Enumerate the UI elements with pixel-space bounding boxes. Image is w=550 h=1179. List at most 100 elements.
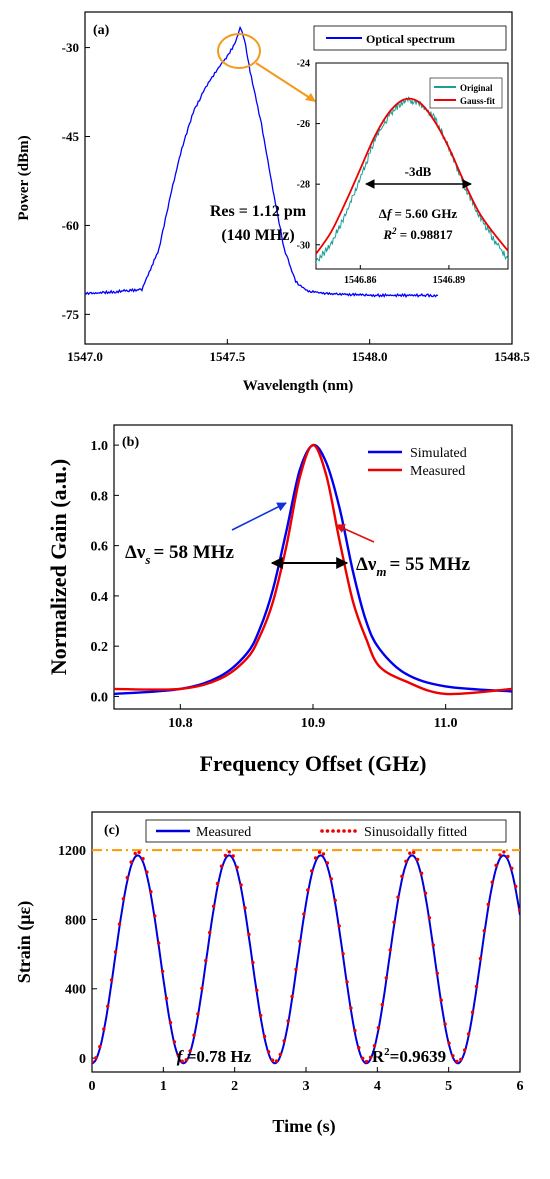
fitted-point xyxy=(270,1058,275,1062)
resolution-annotation: Res = 1.12 pm xyxy=(210,203,307,220)
inset-series xyxy=(316,96,508,264)
r-squared-annotation: R2=0.9639 xyxy=(372,1046,446,1066)
panel-a-series xyxy=(85,25,439,298)
fitted-point xyxy=(106,1004,110,1008)
fitted-point xyxy=(357,1046,361,1050)
fitted-point xyxy=(502,850,506,854)
panel-b-x-tick-label: 11.0 xyxy=(434,716,458,731)
legend-dot xyxy=(320,829,324,833)
panel-b-label: (b) xyxy=(122,435,139,450)
fitted-point xyxy=(184,1058,188,1062)
panel-a-x-tick-label: 1548.5 xyxy=(494,349,530,364)
fitted-point xyxy=(490,880,494,884)
legend-dot xyxy=(325,829,330,833)
panel-c-x-tick-label: 3 xyxy=(303,1079,310,1094)
panel-b-x-tick-label: 10.8 xyxy=(168,716,193,731)
fitted-point xyxy=(459,1057,463,1062)
fitted-point xyxy=(353,1028,357,1033)
panel-a-x-tick-label: 1547.0 xyxy=(67,349,103,364)
panel-a-y-tick-label: -60 xyxy=(62,218,79,233)
panel-b-y-tick-label: 0.6 xyxy=(91,540,109,555)
panel-a-y-tick-label: -30 xyxy=(62,40,79,55)
inset-legend-label-original: Original xyxy=(460,83,493,93)
fitted-point xyxy=(349,1006,353,1010)
fitted-point xyxy=(361,1056,365,1061)
series-gauss-fit xyxy=(316,97,508,255)
fitted-point xyxy=(251,960,255,965)
legend-dot xyxy=(353,829,357,833)
fitted-point xyxy=(463,1048,467,1052)
panel-b-legend: Simulated Measured xyxy=(368,446,467,479)
inset-y-tick-label: -26 xyxy=(297,119,310,130)
fitted-point xyxy=(94,1056,98,1060)
inset-legend-label-gauss-fit: Gauss-fit xyxy=(460,96,495,106)
fitted-point xyxy=(125,875,129,880)
legend-label-measured: Measured xyxy=(410,464,465,479)
fitted-point xyxy=(439,998,443,1002)
fitted-point xyxy=(368,1055,373,1060)
panel-c-y-tick-label: 400 xyxy=(65,983,86,998)
fitted-point xyxy=(455,1059,459,1064)
fitted-point xyxy=(266,1050,271,1054)
panel-a-y-tick-label: -45 xyxy=(62,129,80,144)
fitted-point xyxy=(443,1022,447,1026)
fitted-point xyxy=(176,1053,180,1057)
fitted-point xyxy=(160,969,165,973)
panel-c-y-tick-label: 1200 xyxy=(58,844,86,859)
fitted-point xyxy=(192,1033,196,1037)
fitted-point xyxy=(380,1002,384,1007)
fitted-point xyxy=(396,895,400,899)
panel-c: 0 1 2 3 4 5 6 0 400 800 1200 (c) Measured Sinusoid… xyxy=(14,811,524,1137)
fitted-point xyxy=(384,976,388,980)
inset-r-squared-annotation: R2 = 0.98817 xyxy=(382,226,453,242)
panel-a-x-tick-label: 1547.5 xyxy=(209,349,245,364)
fitted-point xyxy=(164,996,169,1001)
series-measured xyxy=(92,854,520,1065)
fitted-point xyxy=(200,986,204,991)
fitted-point xyxy=(302,912,306,916)
fitted-point xyxy=(196,1012,200,1016)
resolution-mhz-annotation: (140 MHz) xyxy=(221,227,294,244)
panel-b-y-tick-label: 0.2 xyxy=(91,640,109,655)
inset-y-tick-label: -24 xyxy=(297,59,310,70)
fitted-point xyxy=(470,1010,475,1014)
fitted-point xyxy=(145,870,149,874)
fitted-point xyxy=(188,1049,192,1053)
fitted-point xyxy=(235,865,239,869)
fitted-point xyxy=(517,908,520,912)
fitted-point xyxy=(278,1052,282,1057)
fitted-point xyxy=(364,1059,369,1064)
measured-width-pointer xyxy=(335,524,375,543)
fitted-point xyxy=(325,861,330,865)
panel-b-series xyxy=(114,443,512,696)
fitted-point xyxy=(204,958,208,963)
panel-b-y-tick-label: 0.4 xyxy=(91,590,109,605)
legend-label-simulated: Simulated xyxy=(410,446,467,461)
fitted-point xyxy=(117,922,122,926)
delta-f-annotation: Δf = 5.60 GHz xyxy=(379,206,458,221)
peak-highlight-ellipse xyxy=(217,33,261,69)
panel-c-x-tick-label: 5 xyxy=(445,1079,452,1094)
fitted-point xyxy=(514,884,518,889)
legend-label-sinusoidally-fitted: Sinusoidally fitted xyxy=(364,825,467,840)
fitted-point xyxy=(282,1039,286,1043)
fitted-point xyxy=(306,888,310,892)
panel-a-label: (a) xyxy=(93,23,110,38)
panel-c-legend: Measured Sinusoidally fitted xyxy=(145,819,507,843)
fitted-point xyxy=(506,854,510,859)
panel-c-x-tick-label: 1 xyxy=(160,1079,167,1094)
inset-legend-box xyxy=(429,77,503,109)
legend-label-optical-spectrum: Optical spectrum xyxy=(366,32,455,46)
fitted-point xyxy=(415,857,420,862)
panel-c-y-tick-label: 800 xyxy=(65,913,86,928)
fitted-point xyxy=(141,857,145,861)
fitted-point xyxy=(478,956,483,961)
fitted-point xyxy=(102,1027,106,1031)
fitted-point xyxy=(337,924,341,928)
panel-c-x-tick-label: 0 xyxy=(89,1079,96,1094)
fitted-point xyxy=(239,883,243,887)
panel-b-y-tick-label: 0.8 xyxy=(91,489,109,504)
fitted-point xyxy=(317,850,322,854)
legend-dot xyxy=(331,829,335,833)
fitted-point xyxy=(466,1032,471,1036)
